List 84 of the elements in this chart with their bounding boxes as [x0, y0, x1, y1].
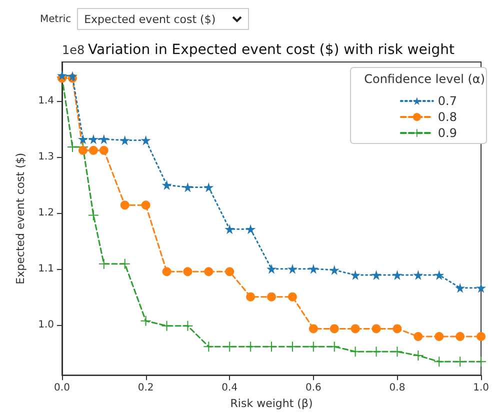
- point: [162, 267, 172, 276]
- y-tick-label: 1.0: [38, 319, 54, 330]
- point: [182, 320, 193, 331]
- point: [350, 346, 360, 357]
- point: [246, 224, 256, 234]
- legend-label: 0.7: [438, 94, 458, 108]
- point: [183, 267, 192, 276]
- point: [67, 70, 78, 81]
- point: [120, 135, 130, 146]
- point: [455, 282, 466, 293]
- x-tick-label: 0.8: [389, 382, 406, 394]
- point: [162, 180, 172, 190]
- point: [350, 324, 360, 334]
- point: [455, 356, 466, 367]
- legend-label: 0.8: [438, 110, 458, 124]
- point: [392, 346, 402, 357]
- point: [204, 182, 214, 192]
- y-tick-label: 1.2: [38, 207, 54, 218]
- point: [120, 200, 130, 210]
- point: [476, 282, 486, 293]
- point: [78, 146, 88, 155]
- point: [224, 224, 235, 234]
- point: [413, 350, 424, 361]
- point: [266, 264, 277, 274]
- point: [120, 258, 130, 269]
- text: Metric: [40, 14, 72, 24]
- point: [141, 200, 150, 210]
- chart-title: Variation in Expected event cost ($) with risk weight: [88, 42, 456, 58]
- point: [308, 264, 318, 274]
- point: [476, 356, 486, 367]
- x-axis-title: Risk weight (β): [230, 397, 313, 410]
- point: [140, 316, 151, 326]
- y-tick-label: 1.3: [38, 152, 54, 163]
- text: 1e8: [62, 43, 85, 57]
- point: [329, 264, 340, 275]
- point: [224, 342, 235, 352]
- point: [246, 292, 256, 302]
- point: [267, 292, 276, 302]
- point: [88, 210, 98, 220]
- point: [371, 346, 382, 357]
- x-tick-label: 0.6: [305, 382, 322, 394]
- point: [287, 264, 298, 274]
- point: [162, 320, 172, 331]
- point: [88, 146, 98, 155]
- point: [78, 134, 88, 144]
- point: [308, 324, 318, 334]
- x-tick-label: 0.4: [222, 382, 238, 394]
- y-tick-label: 1.1: [38, 263, 54, 274]
- point: [456, 332, 465, 342]
- point: [225, 267, 234, 276]
- x-tick-label: 0.2: [138, 382, 154, 394]
- point: [98, 134, 109, 144]
- point: [204, 342, 214, 352]
- point: [350, 270, 360, 280]
- legend-label: 0.9: [438, 126, 458, 140]
- point: [392, 270, 402, 280]
- point: [140, 135, 151, 146]
- point: [434, 332, 444, 342]
- x-tick-label: 1.0: [473, 382, 489, 394]
- point: [288, 292, 297, 302]
- x-tick-label: 0.0: [54, 382, 70, 394]
- point: [266, 342, 277, 352]
- point: [434, 356, 444, 367]
- point: [434, 270, 444, 280]
- point: [414, 332, 423, 342]
- point: [98, 258, 109, 269]
- metric-dropdown: Expected event cost ($): [77, 8, 250, 30]
- point: [413, 270, 424, 280]
- legend-title: Confidence level (α): [364, 72, 486, 86]
- point: [476, 332, 486, 342]
- point: [392, 324, 402, 334]
- point: [330, 324, 339, 334]
- point: [246, 342, 256, 352]
- point: [99, 146, 108, 155]
- point: [204, 267, 214, 276]
- point: [88, 134, 98, 144]
- point: [371, 270, 382, 280]
- point: [372, 324, 381, 334]
- point: [287, 342, 298, 352]
- point: [308, 342, 318, 352]
- point: [182, 182, 193, 192]
- point: [329, 342, 340, 352]
- y-axis-title: Expected event cost ($): [14, 152, 27, 284]
- y-tick-label: 1.4: [38, 96, 54, 107]
